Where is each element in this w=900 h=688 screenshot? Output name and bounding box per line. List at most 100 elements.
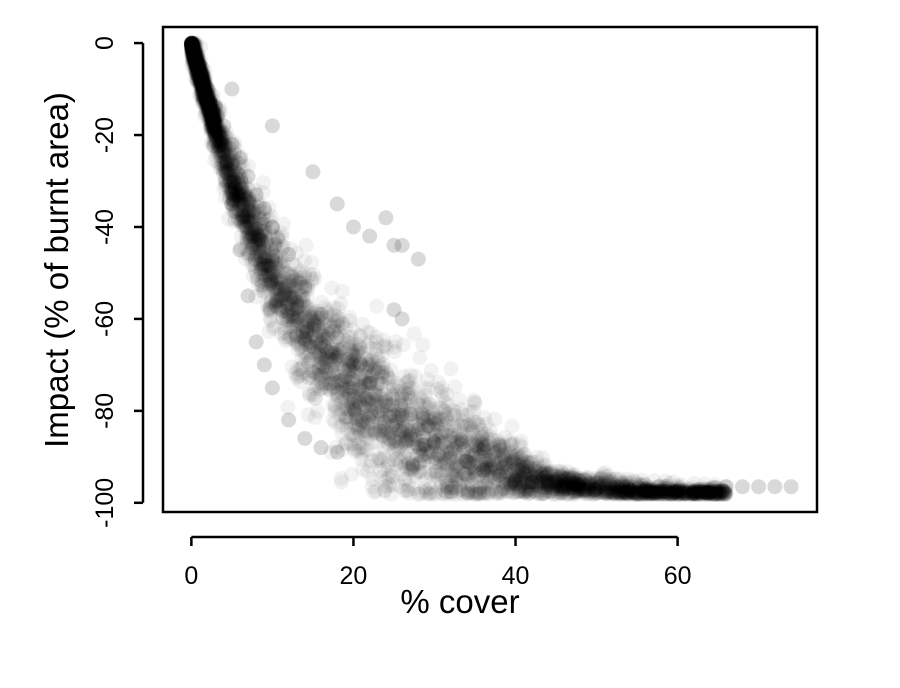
data-point <box>600 483 616 499</box>
data-point <box>688 485 704 501</box>
data-point <box>536 457 552 473</box>
data-point <box>253 244 269 260</box>
data-point <box>515 478 531 494</box>
data-point <box>672 484 688 500</box>
data-point <box>254 224 270 240</box>
data-point <box>230 202 246 218</box>
data-point <box>347 402 363 418</box>
data-point <box>442 434 458 450</box>
data-point <box>640 484 656 500</box>
data-point <box>641 486 657 502</box>
data-point <box>506 463 522 479</box>
data-point <box>199 103 215 119</box>
data-point <box>400 478 416 494</box>
data-point <box>425 405 441 421</box>
data-point <box>223 148 239 164</box>
data-point <box>278 308 294 324</box>
data-point <box>264 266 280 282</box>
data-point <box>487 460 503 476</box>
data-point <box>313 335 329 351</box>
data-point <box>338 376 354 392</box>
data-point <box>197 72 213 88</box>
data-point <box>435 425 451 441</box>
data-point <box>503 450 519 466</box>
data-point <box>322 376 338 392</box>
data-point <box>226 163 242 179</box>
data-point <box>550 486 566 502</box>
data-point <box>494 458 510 474</box>
data-point <box>537 482 553 498</box>
data-point <box>270 292 286 308</box>
data-point <box>667 484 683 500</box>
data-point <box>659 481 675 497</box>
data-point <box>358 408 374 424</box>
data-point <box>581 481 597 497</box>
data-point <box>439 406 455 422</box>
x-tick-label: 0 <box>184 562 198 590</box>
data-point <box>224 176 240 191</box>
data-point <box>488 449 504 465</box>
data-point <box>630 481 646 497</box>
data-point <box>450 472 466 488</box>
data-point <box>476 438 492 454</box>
data-point <box>283 320 299 336</box>
data-point <box>269 274 285 290</box>
data-point <box>237 172 253 188</box>
data-point <box>635 484 651 500</box>
data-point <box>226 192 242 208</box>
data-point <box>193 63 209 79</box>
data-point <box>185 39 201 55</box>
data-point <box>184 36 200 52</box>
data-point <box>451 392 467 408</box>
data-point <box>587 486 603 502</box>
y-tick-label: -100 <box>91 478 119 528</box>
data-point <box>525 475 541 491</box>
data-point <box>582 484 598 500</box>
data-point <box>189 60 205 76</box>
data-point <box>275 303 291 319</box>
data-point <box>462 417 478 433</box>
data-point <box>378 479 394 495</box>
data-point <box>638 477 654 493</box>
data-point <box>664 484 680 500</box>
data-point <box>506 475 522 491</box>
data-point <box>416 407 432 423</box>
data-point <box>268 249 284 265</box>
data-point <box>644 480 660 496</box>
data-point <box>247 230 263 246</box>
data-point <box>275 290 291 306</box>
data-point <box>603 484 619 500</box>
data-point <box>437 442 453 458</box>
data-point <box>202 112 218 128</box>
data-point <box>674 486 690 502</box>
data-point <box>311 375 327 391</box>
data-point <box>511 483 527 499</box>
data-point <box>569 473 585 489</box>
data-point <box>202 102 218 118</box>
data-point <box>410 421 426 437</box>
data-point <box>187 48 203 64</box>
data-point <box>404 424 420 440</box>
data-point <box>385 435 401 451</box>
data-point <box>205 101 221 117</box>
data-point <box>605 476 621 492</box>
data-point <box>225 174 241 190</box>
data-point <box>538 464 554 480</box>
data-point <box>218 146 234 162</box>
data-point <box>225 185 241 201</box>
data-point <box>201 93 217 109</box>
data-point <box>263 260 279 276</box>
data-point <box>323 343 339 359</box>
data-point <box>350 361 366 377</box>
data-point <box>589 481 605 497</box>
data-point <box>529 477 545 493</box>
data-point <box>628 486 644 502</box>
data-point <box>623 482 639 498</box>
data-point <box>380 417 396 433</box>
data-point <box>185 36 201 52</box>
data-point <box>479 443 495 459</box>
data-point <box>378 364 394 380</box>
data-point <box>395 423 411 439</box>
data-point <box>350 422 366 438</box>
data-point <box>577 483 593 499</box>
